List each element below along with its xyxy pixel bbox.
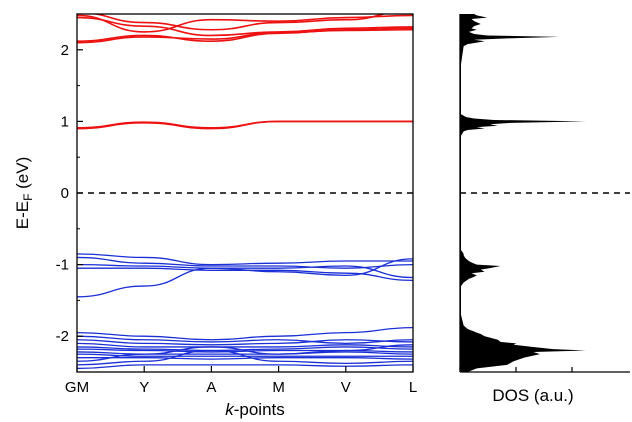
y-axis-label-subscript: F [21, 194, 35, 201]
y-axis-ticks: -2 -1 0 1 2 [56, 13, 83, 373]
valence-band-21 [77, 349, 413, 366]
x-axis-label-rest: -points [234, 400, 285, 419]
valence-band-11 [77, 258, 413, 298]
valence-band-8 [77, 256, 413, 269]
valence-band-23 [77, 344, 413, 362]
valence-band-13 [77, 335, 413, 345]
conduction-band-3 [77, 14, 413, 33]
x-tick-label: L [409, 379, 417, 396]
x-axis-label: k-points [225, 400, 285, 419]
conduction-band-4 [89, 14, 387, 31]
valence-band-7 [77, 253, 413, 266]
conduction-band-6 [77, 120, 413, 129]
valence-band-18 [77, 351, 413, 355]
band-lines [77, 14, 413, 370]
valence-band-20 [77, 357, 413, 360]
x-tick-label: A [206, 379, 216, 396]
y-tick-label: 0 [61, 185, 69, 202]
x-axis-label-italic: k [225, 400, 235, 419]
dos-axis-ticks [459, 367, 573, 372]
valence-band-15 [77, 342, 413, 348]
conduction-band-2 [77, 16, 413, 37]
band-panel: -2 -1 0 1 2 GM Y A M V L E-EF (eV) k-points [13, 13, 417, 419]
y-axis-label-main: E-E [13, 201, 32, 229]
valence-band-12 [77, 326, 413, 341]
y-tick-label: -2 [56, 328, 69, 345]
x-tick-label: M [272, 379, 285, 396]
valence-band-22 [77, 364, 413, 370]
y-tick-label: 2 [61, 42, 69, 59]
conduction-band-1 [77, 28, 413, 44]
dos-area [460, 14, 586, 372]
x-tick-label: GM [65, 379, 89, 396]
valence-band-14 [77, 339, 413, 346]
y-tick-label: -1 [56, 257, 69, 274]
valence-band-16 [77, 346, 413, 352]
valence-band-9 [77, 263, 413, 279]
x-axis-ticks: GM Y A M V L [65, 366, 417, 396]
y-tick-label: 1 [61, 113, 69, 130]
y-axis-label: E-EF (eV) [13, 157, 35, 230]
x-tick-label: Y [139, 379, 149, 396]
dos-x-axis-label: DOS (a.u.) [492, 386, 573, 405]
y-axis-label-unit: (eV) [13, 157, 32, 194]
dos-panel: DOS (a.u.) [459, 14, 630, 405]
x-tick-label: V [341, 379, 351, 396]
